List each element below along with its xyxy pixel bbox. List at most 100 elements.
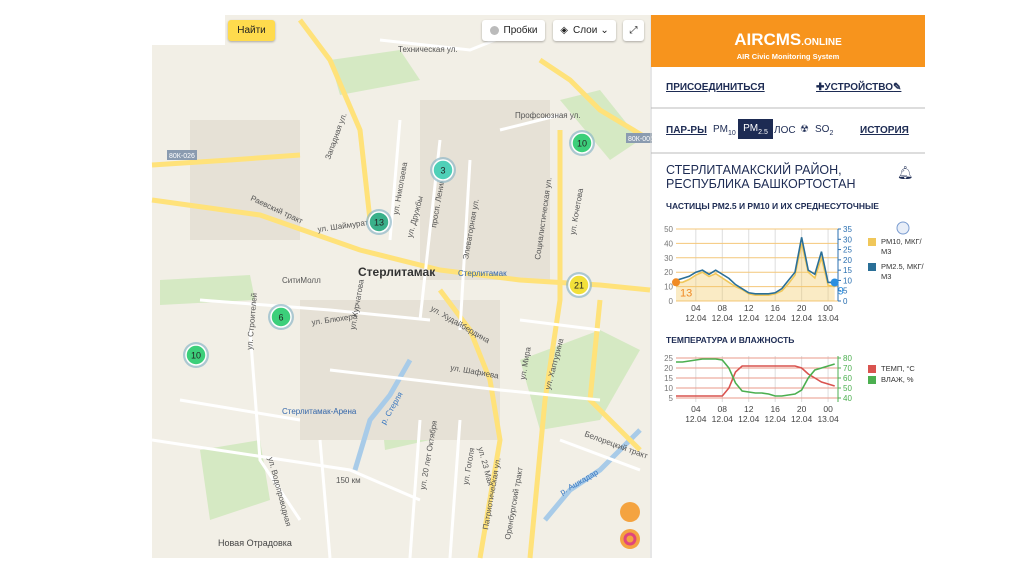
y-tick-label: 50	[664, 225, 673, 234]
marker	[432, 159, 454, 181]
marker	[568, 274, 590, 296]
legend-swatch	[868, 365, 876, 373]
y2-tick-label: 80	[843, 354, 852, 363]
legend-label: ВЛАЖ, %	[881, 375, 914, 384]
brand-name: AIRCMS	[734, 30, 802, 49]
y2-tick-label: 50	[843, 384, 852, 393]
params-label: ПАР-РЫ	[666, 125, 707, 136]
user-button[interactable]	[620, 502, 640, 522]
param-tab-active[interactable]: PM2.5	[738, 119, 773, 139]
y-tick-label: 25	[664, 354, 673, 363]
chart-title: ЧАСТИЦЫ PM2.5 И PM10 И ИХ СРЕДНЕСУТОЧНЫЕ	[666, 201, 879, 211]
x-tick-label: 00	[823, 303, 833, 313]
marker-value: 10	[577, 139, 587, 149]
map-label: 150 км	[336, 476, 361, 485]
x-tick-date: 12.04	[791, 313, 813, 323]
y2-tick-label: 25	[843, 246, 852, 255]
marker-value: 21	[574, 281, 584, 291]
caret: ⌄	[600, 25, 609, 36]
x-tick-date: 12.04	[712, 313, 734, 323]
map-label: Техническая ул.	[398, 45, 458, 54]
road-sign	[167, 150, 197, 160]
data-label: 13	[680, 287, 692, 299]
x-tick-label: 00	[823, 404, 833, 414]
donut-icon	[623, 532, 637, 546]
param-main: SO	[815, 124, 830, 135]
traffic-button[interactable]: Пробки	[482, 20, 545, 41]
map-label: 80К-026	[169, 153, 195, 160]
location-title: СТЕРЛИТАМАКСКИЙ РАЙОН, РЕСПУБЛИКА БАШКОР…	[666, 163, 856, 191]
traffic-label: Пробки	[503, 25, 538, 36]
y2-tick-label: 35	[843, 225, 852, 234]
layers-icon: ◈	[560, 25, 568, 36]
search-input[interactable]	[152, 15, 225, 45]
y-tick-label: 0	[669, 297, 674, 306]
y2-tick-label: 20	[843, 256, 852, 265]
x-tick-date: 12.04	[791, 414, 813, 424]
param-tab[interactable]: PM10	[713, 124, 736, 137]
map-label: Стерлитамак-Арена	[282, 407, 357, 416]
param-sub: 2.5	[758, 129, 768, 136]
map-label: Профсоюзная ул.	[515, 111, 581, 120]
road-sign	[626, 133, 652, 143]
param-sub: 10	[728, 130, 736, 137]
param-tab[interactable]: SO2	[815, 124, 833, 137]
y2-tick-label: 15	[843, 266, 852, 275]
fullscreen-button[interactable]: ⤢	[623, 20, 644, 41]
plus-icon: ✚	[816, 82, 825, 93]
layers-button[interactable]: ◈ Слои ⌄	[553, 20, 616, 41]
legend-swatch	[868, 238, 876, 246]
y-tick-label: 40	[664, 239, 673, 248]
donut-button[interactable]	[620, 529, 640, 549]
series-line	[676, 365, 835, 397]
current-dot	[830, 278, 839, 287]
y-tick-label: 20	[664, 268, 673, 277]
device-link[interactable]: ✚УСТРОЙСТВО✎	[816, 82, 901, 93]
y2-tick-label: 40	[843, 394, 852, 403]
param-main: PM	[743, 123, 759, 134]
legend-label: ТЕМП, °C	[881, 364, 915, 373]
param-tab[interactable]: ЛОС	[774, 125, 796, 136]
y-tick-label: 10	[664, 384, 673, 393]
streets	[151, 28, 641, 559]
x-tick-label: 12	[744, 404, 754, 414]
y2-tick-label: 5	[843, 287, 848, 296]
marker-value: 6	[278, 313, 283, 323]
legend-label: PM10, МКГ/М3	[881, 237, 922, 256]
join-link[interactable]: ПРИСОЕДИНИТЬСЯ	[666, 82, 765, 93]
map-label: Новая Отрадовка	[218, 538, 292, 548]
y2-tick-label: 60	[843, 374, 852, 383]
device-label: УСТРОЙСТВО	[824, 82, 894, 93]
map-label: Стерлитамак	[458, 269, 507, 278]
charts: 0412.040812.041212.041612.042012.040013.…	[664, 221, 910, 424]
traffic-icon	[489, 26, 499, 35]
x-tick-label: 08	[718, 303, 728, 313]
x-tick-date: 12.04	[685, 313, 707, 323]
map-label: 80К-005	[628, 136, 654, 143]
marker-value: 13	[374, 218, 384, 228]
y-tick-label: 30	[664, 254, 673, 263]
x-tick-date: 12.04	[685, 414, 707, 424]
x-tick-label: 12	[744, 303, 754, 313]
x-tick-date: 12.04	[765, 414, 787, 424]
series-area	[676, 243, 835, 301]
x-tick-label: 16	[770, 303, 780, 313]
legend-label: PM2.5, МКГ/М3	[881, 262, 924, 281]
search-button[interactable]: Найти	[228, 20, 275, 41]
marker	[185, 344, 207, 366]
marker	[571, 132, 593, 154]
y2-tick-label: 70	[843, 364, 852, 373]
legend-swatch	[868, 376, 876, 384]
x-tick-label: 08	[718, 404, 728, 414]
x-tick-label: 04	[691, 303, 701, 313]
bell-icon[interactable]: 🔔︎	[897, 165, 914, 180]
x-tick-date: 13.04	[817, 313, 839, 323]
radiation-icon[interactable]: ☢	[800, 124, 809, 135]
brand-subtitle: AIR Civic Monitoring System	[736, 52, 840, 61]
legend-swatch	[868, 263, 876, 271]
marker	[368, 211, 390, 233]
history-link[interactable]: ИСТОРИЯ	[860, 125, 909, 136]
x-tick-date: 12.04	[738, 414, 760, 424]
